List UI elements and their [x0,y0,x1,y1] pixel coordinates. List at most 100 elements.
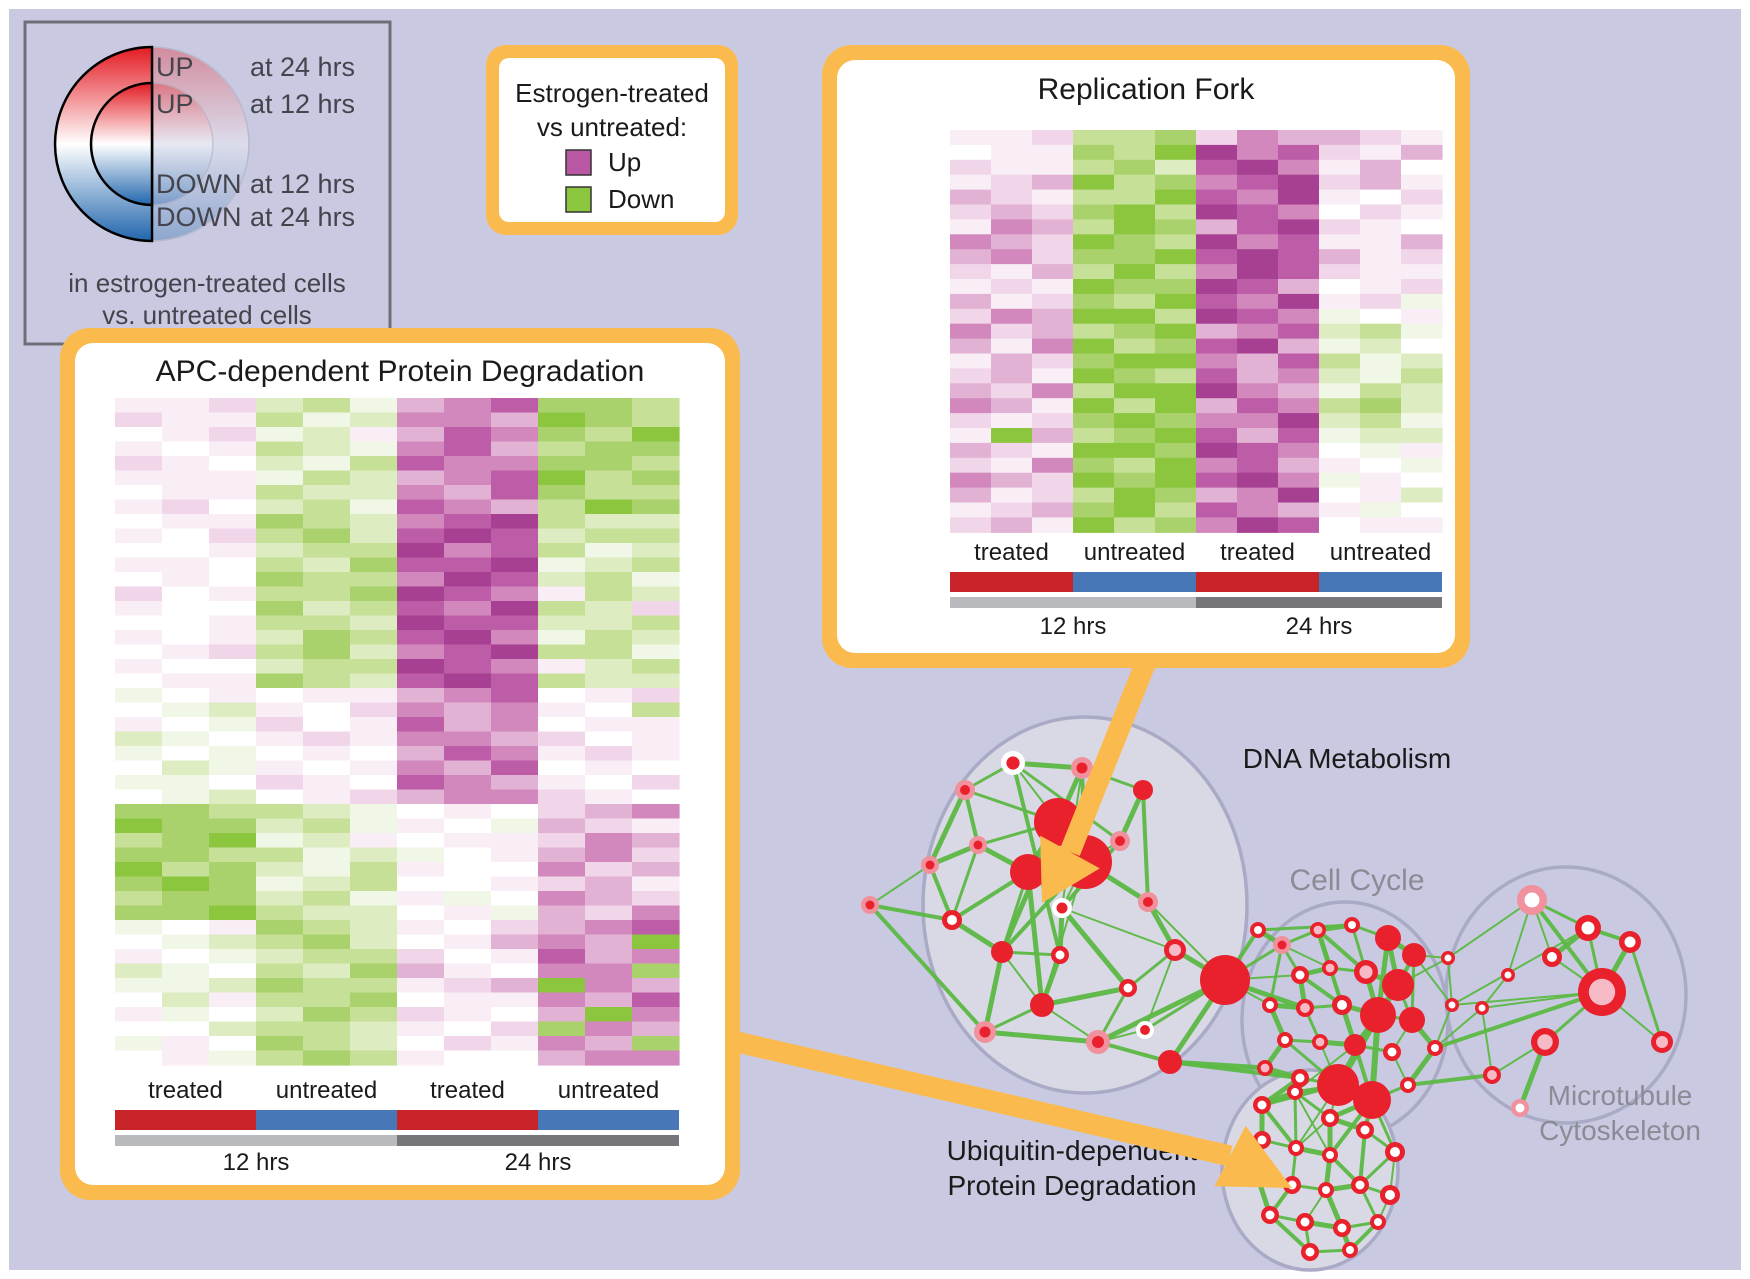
heatmap-cell [397,963,445,979]
heatmap-cell [444,934,492,950]
heatmap-cell [162,978,210,994]
heatmap-cell [303,601,351,617]
node-outer [1402,943,1426,967]
heatmap-cell [350,688,398,704]
heatmap-cell [162,804,210,820]
heatmap-cell [1196,442,1238,459]
heatmap-cell [303,1036,351,1052]
heatmap-cell [1401,353,1443,369]
network-edge [1169,1059,1266,1071]
heatmap-cell [256,615,304,631]
heatmap-cell [585,978,633,994]
heatmap-cell [1114,264,1156,280]
network-node [1052,898,1072,918]
heatmap-cell [1237,398,1279,414]
down-label: Down [608,184,674,214]
heatmap-cell [303,1050,351,1066]
heatmap-cell [303,789,351,805]
ring-legend-rows: UP at 24 hrs UP at 12 hrs DOWN at 12 hrs… [156,52,355,232]
heatmap-cell [162,818,210,834]
heatmap-cell [115,717,163,733]
heatmap-cell [950,413,992,429]
network-edge [868,903,987,1034]
heatmap-cell [1360,413,1402,429]
heatmap-cell [491,659,539,675]
heatmap-cell [256,441,304,457]
heatmap-cell [491,1007,539,1023]
node-inner [1322,1186,1330,1194]
heatmap-cell [397,920,445,936]
heatmap-cell [303,427,351,443]
heatmap-cell [585,789,633,805]
heatmap-cell [1073,234,1115,250]
heatmap-cell [1032,487,1074,504]
heatmap-cell [162,644,210,660]
heatmap-cell [1155,234,1197,250]
heatmap-cell [1032,502,1074,518]
node-inner [1337,1000,1347,1010]
heatmap-cell [162,673,210,689]
heatmap-cell [1278,368,1320,384]
heatmap-cell [950,130,992,146]
heatmap-cell [303,557,351,573]
network-node [1382,969,1414,1001]
heatmap-cell [1196,517,1238,533]
heatmap-cell [585,963,633,979]
network-node [1110,831,1130,851]
heatmap-cell [632,891,680,907]
heatmap-cell [397,427,445,443]
heatmap-cell [991,338,1033,355]
network-node [1291,1069,1309,1087]
heatmap-cell [538,601,586,617]
heatmap-cell [1073,487,1115,504]
heatmap-cell [397,731,445,747]
heatmap-cell [209,731,257,747]
heatmap-cell [585,934,633,950]
heatmap-cell [397,1007,445,1023]
arrow-head [1040,835,1100,903]
cluster-label-dna: DNA Metabolism [1243,743,1452,774]
node-inner [1404,1081,1412,1089]
node-inner [947,915,957,925]
heatmap-cell [256,1021,304,1037]
node-inner [960,785,970,795]
network-edge [927,788,968,867]
treated-bar [115,1110,256,1130]
heatmap-cell [1196,159,1238,176]
heatmap-cell [632,760,680,776]
heatmap-cell [162,1050,210,1066]
heatmap-cell [115,731,163,747]
legend-surface [499,58,725,222]
heatmap-cell [1114,353,1156,369]
node-inner [1515,1103,1525,1113]
heatmap-cell [1237,487,1279,504]
heatmap-cell [632,949,680,965]
heatmap-cell [1360,398,1402,414]
network-node [1288,1140,1304,1156]
panel-title: Replication Fork [1038,73,1256,106]
heatmap-cell [162,601,210,617]
heatmap-cell [444,731,492,747]
heatmap-cell [256,934,304,950]
network-node [1353,1081,1391,1119]
time-label: 24 hrs [1286,613,1353,640]
heatmap-cell [538,1007,586,1023]
heatmap-cell [162,427,210,443]
heatmap-cell [1196,353,1238,369]
node-outer [1133,780,1153,800]
heatmap-cell [162,688,210,704]
heatmap-cell [1032,517,1074,533]
network-node [1086,1030,1110,1054]
heatmap-cell [632,456,680,472]
network-edge [982,951,1005,1033]
heatmap-cell [115,1036,163,1052]
heatmap-cell [209,1050,257,1066]
heatmap-cell [256,717,304,733]
heatmap-cell [162,470,210,486]
heatmap-cell [491,949,539,965]
network-node [1030,993,1054,1017]
heatmap-cell [991,442,1033,459]
heatmap-cell [397,746,445,762]
heatmap-cell [1278,487,1320,504]
heatmap-cell [115,543,163,559]
